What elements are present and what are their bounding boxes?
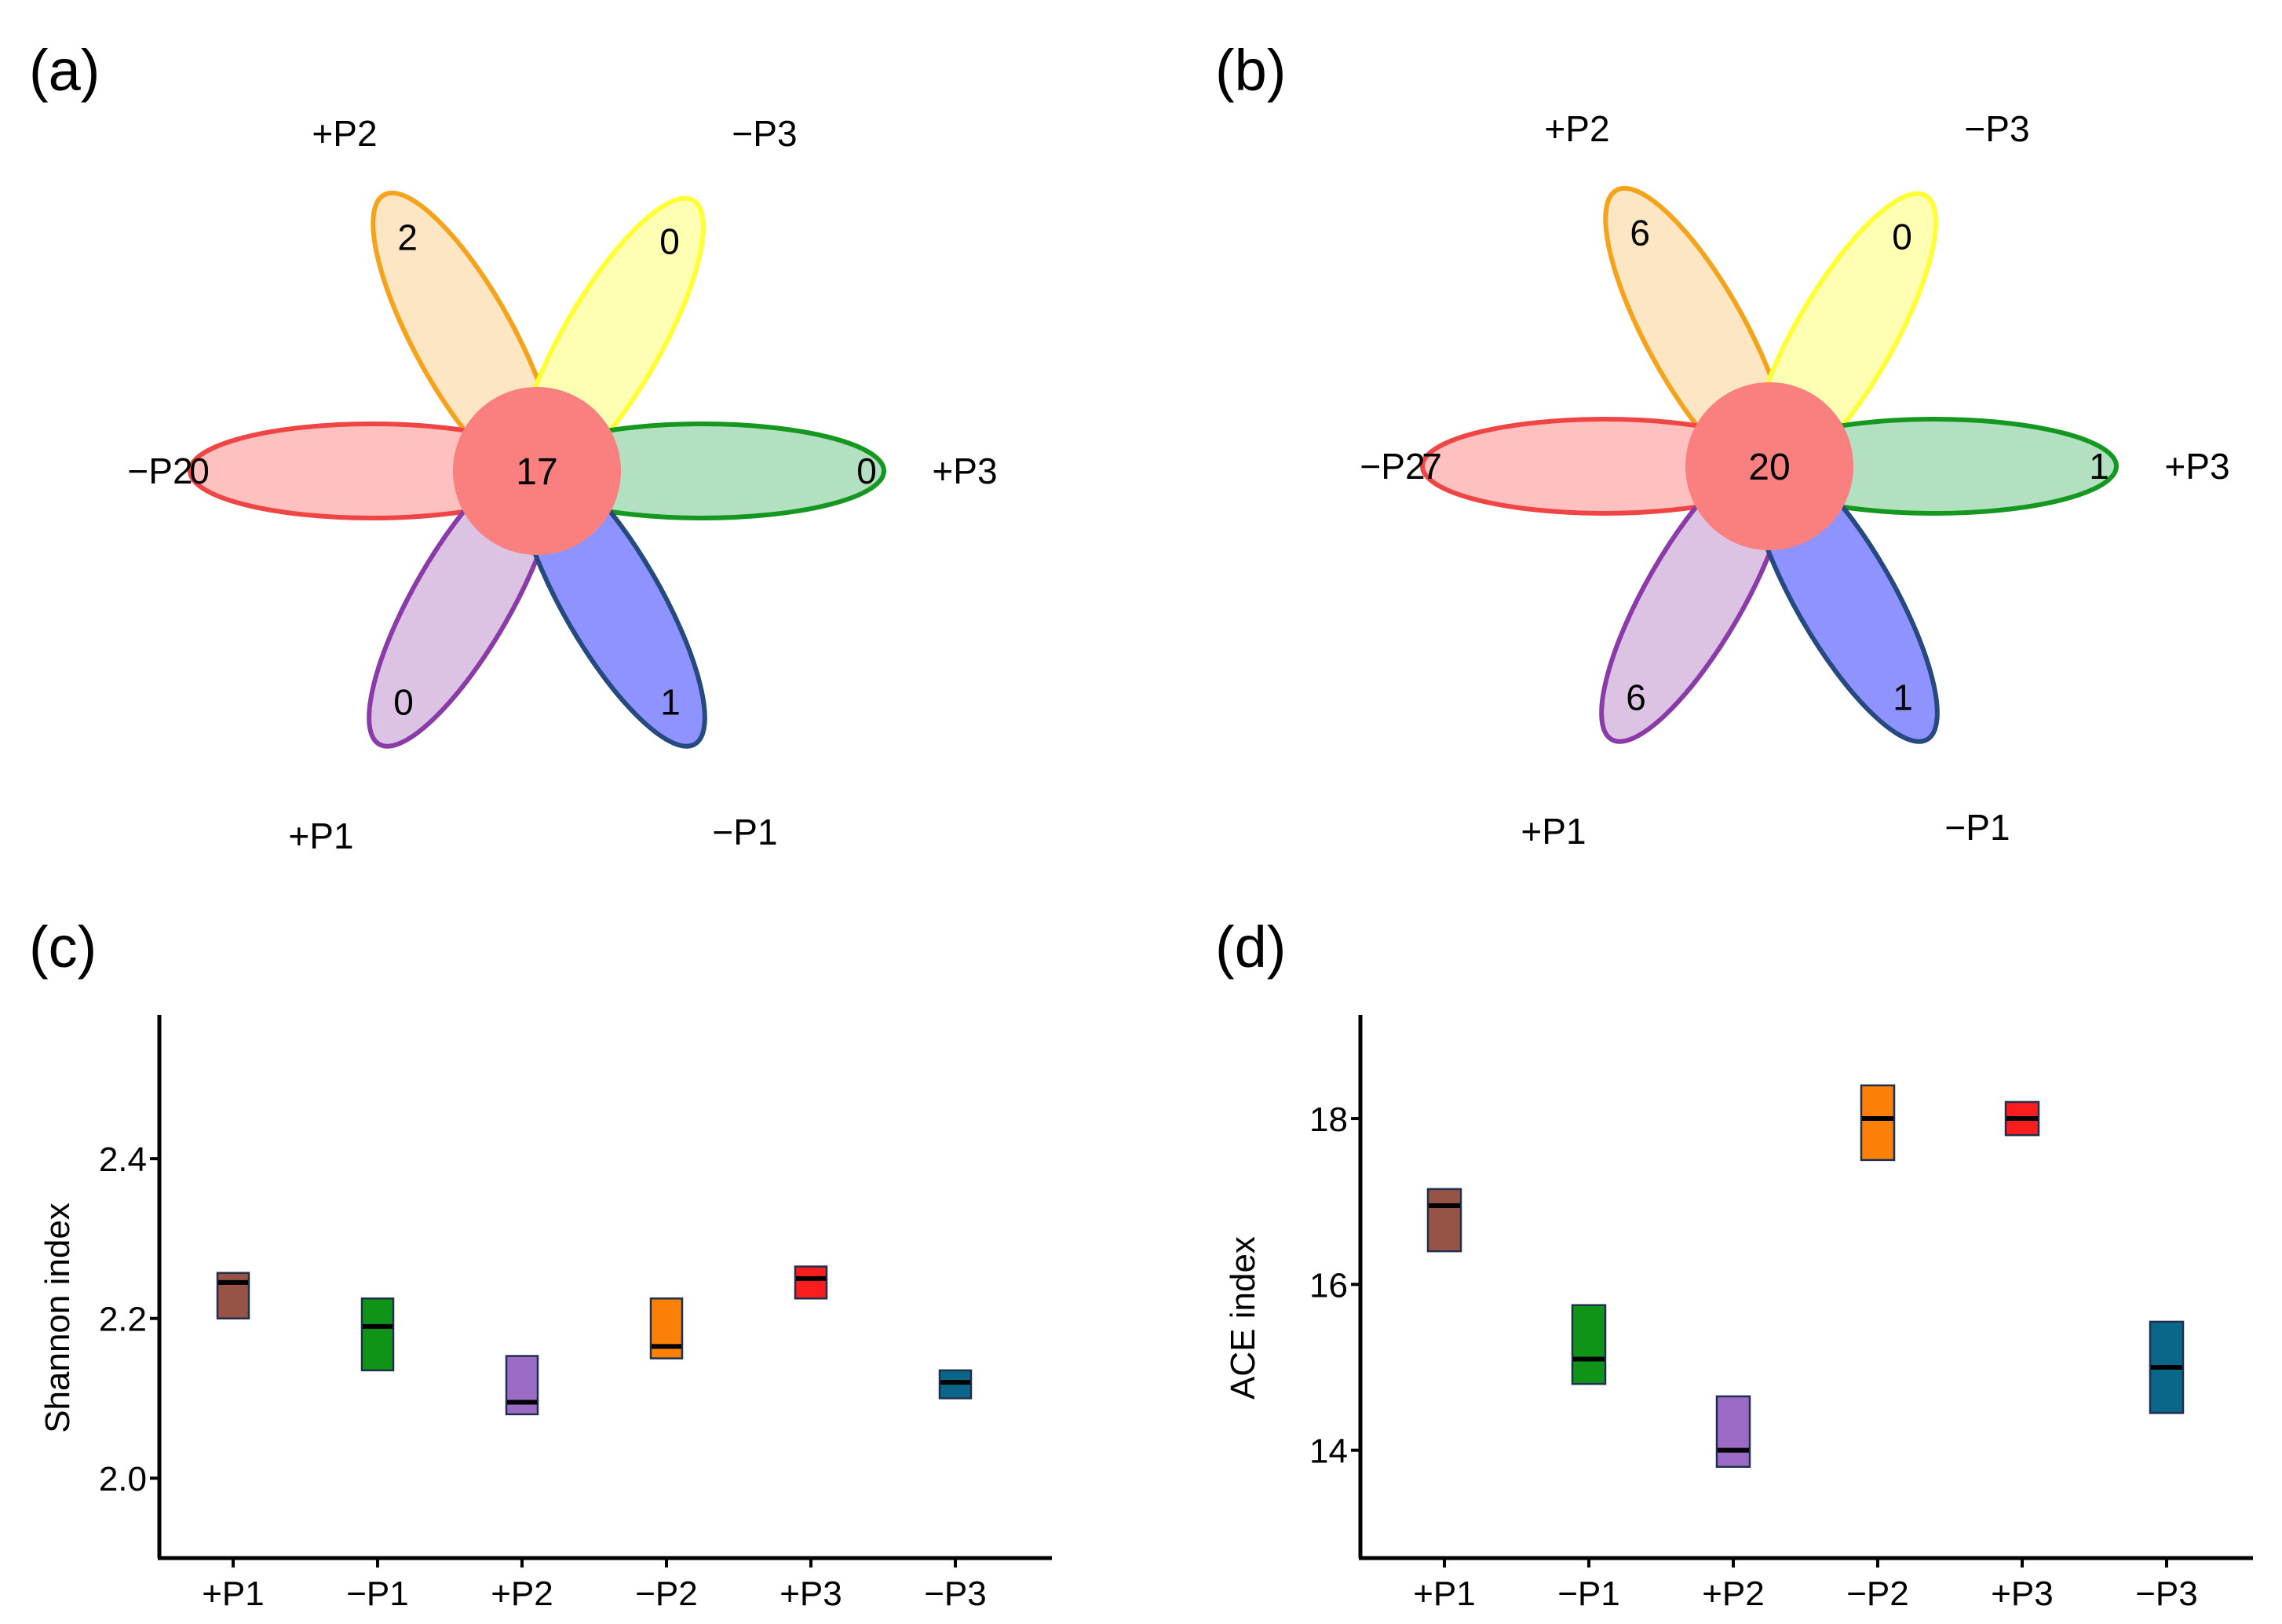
x-tick-label-minus-p3: −P3 — [924, 1575, 987, 1613]
petal-label-minus-p1: −P1 — [1944, 807, 2010, 848]
panel-label-c: (c) — [29, 914, 97, 980]
petal-count-plus-p2: 2 — [397, 217, 418, 258]
panel-label-b: (b) — [1215, 38, 1286, 103]
x-tick-label-plus-p3: +P3 — [1991, 1575, 2054, 1613]
petal-count-plus-p3: 1 — [2089, 446, 2109, 487]
petal-label-plus-p3: +P3 — [2164, 446, 2229, 487]
x-tick-label-minus-p3: −P3 — [2135, 1575, 2198, 1613]
petal-label-plus-p1: +P1 — [288, 816, 353, 856]
petal-label-minus-p2: −P2 — [127, 451, 192, 491]
box-plus-p1 — [1426, 1188, 1462, 1253]
petal-count-minus-p1: 1 — [660, 681, 681, 722]
x-tick-label-plus-p1: +P1 — [1413, 1575, 1476, 1613]
core-circle — [1685, 382, 1853, 550]
y-tick-label: 2.4 — [99, 1140, 147, 1179]
petal-label-minus-p1: −P1 — [712, 812, 777, 852]
box-minus-p2 — [1860, 1084, 1896, 1162]
y-tick-label: 2.0 — [99, 1460, 147, 1498]
x-tick-label-minus-p1: −P1 — [346, 1575, 409, 1613]
y-axis-title: ACE index — [1224, 1236, 1262, 1400]
x-tick-label-plus-p2: +P2 — [491, 1575, 553, 1613]
petal-count-plus-p2: 6 — [1630, 213, 1650, 254]
petal-count-plus-p1: 0 — [393, 681, 414, 722]
ace-boxplot: 14 16 18 ACE index +P1 −P1 +P2 −P2 +P3 −P3 — [1224, 1015, 2253, 1613]
petal-count-minus-p2: 7 — [1422, 446, 1442, 487]
box-plus-p2 — [1715, 1395, 1751, 1469]
panel-label-d: (d) — [1215, 914, 1286, 980]
petal-count-minus-p1: 1 — [1893, 677, 1913, 717]
x-tick-label-plus-p2: +P2 — [1702, 1575, 1765, 1613]
panel-label-a: (a) — [29, 38, 100, 103]
x-tick-label-minus-p2: −P2 — [635, 1575, 698, 1613]
petal-label-plus-p2: +P2 — [312, 113, 377, 154]
box-plus-p1 — [216, 1272, 250, 1319]
petal-count-minus-p2: 0 — [189, 451, 210, 491]
petal-label-minus-p3: −P3 — [1964, 108, 2029, 149]
box-minus-p1 — [1571, 1304, 1607, 1385]
petal-label-plus-p2: +P2 — [1544, 108, 1609, 149]
y-tick-label: 14 — [1309, 1432, 1348, 1471]
y-axis-title: Shannon index — [38, 1202, 77, 1433]
core-circle — [453, 387, 621, 555]
y-tick-label: 2.2 — [99, 1301, 147, 1339]
box-minus-p2 — [649, 1297, 684, 1359]
x-tick-label-plus-p3: +P3 — [780, 1575, 842, 1613]
x-tick-label-plus-p1: +P1 — [202, 1575, 265, 1613]
x-tick-label-minus-p2: −P2 — [1846, 1575, 1909, 1613]
core-count: 17 — [516, 451, 557, 493]
x-tick-label-minus-p1: −P1 — [1557, 1575, 1620, 1613]
petal-label-minus-p3: −P3 — [732, 113, 797, 154]
petal-count-minus-p3: 0 — [1892, 216, 1912, 257]
petal-count-minus-p3: 0 — [659, 221, 680, 261]
petal-label-plus-p1: +P1 — [1521, 811, 1586, 852]
y-tick-label: 16 — [1309, 1266, 1348, 1305]
petal-label-plus-p3: +P3 — [932, 451, 997, 491]
flower-diagram-b: 20 6 +P2 0 −P3 7−P2 1 +P3 6 +P1 1 −P1 — [1360, 108, 2229, 852]
box-minus-p1 — [360, 1297, 395, 1372]
petal-label-minus-p2: −P2 — [1360, 446, 1425, 487]
petal-count-plus-p3: 0 — [856, 451, 877, 491]
y-tick-label: 18 — [1309, 1100, 1348, 1139]
core-count: 20 — [1748, 447, 1790, 488]
flower-diagram-a: 172+P20−P30−P2 0 +P30+P11−P1 — [127, 113, 997, 856]
box-plus-p3 — [794, 1265, 828, 1300]
petal-count-plus-p1: 6 — [1626, 677, 1646, 717]
box-plus-p2 — [505, 1355, 539, 1416]
shannon-boxplot: 2.0 2.2 2.4 Shannon index +P1 −P1 +P2 −P2 +P3 −P3 — [38, 1015, 1052, 1613]
